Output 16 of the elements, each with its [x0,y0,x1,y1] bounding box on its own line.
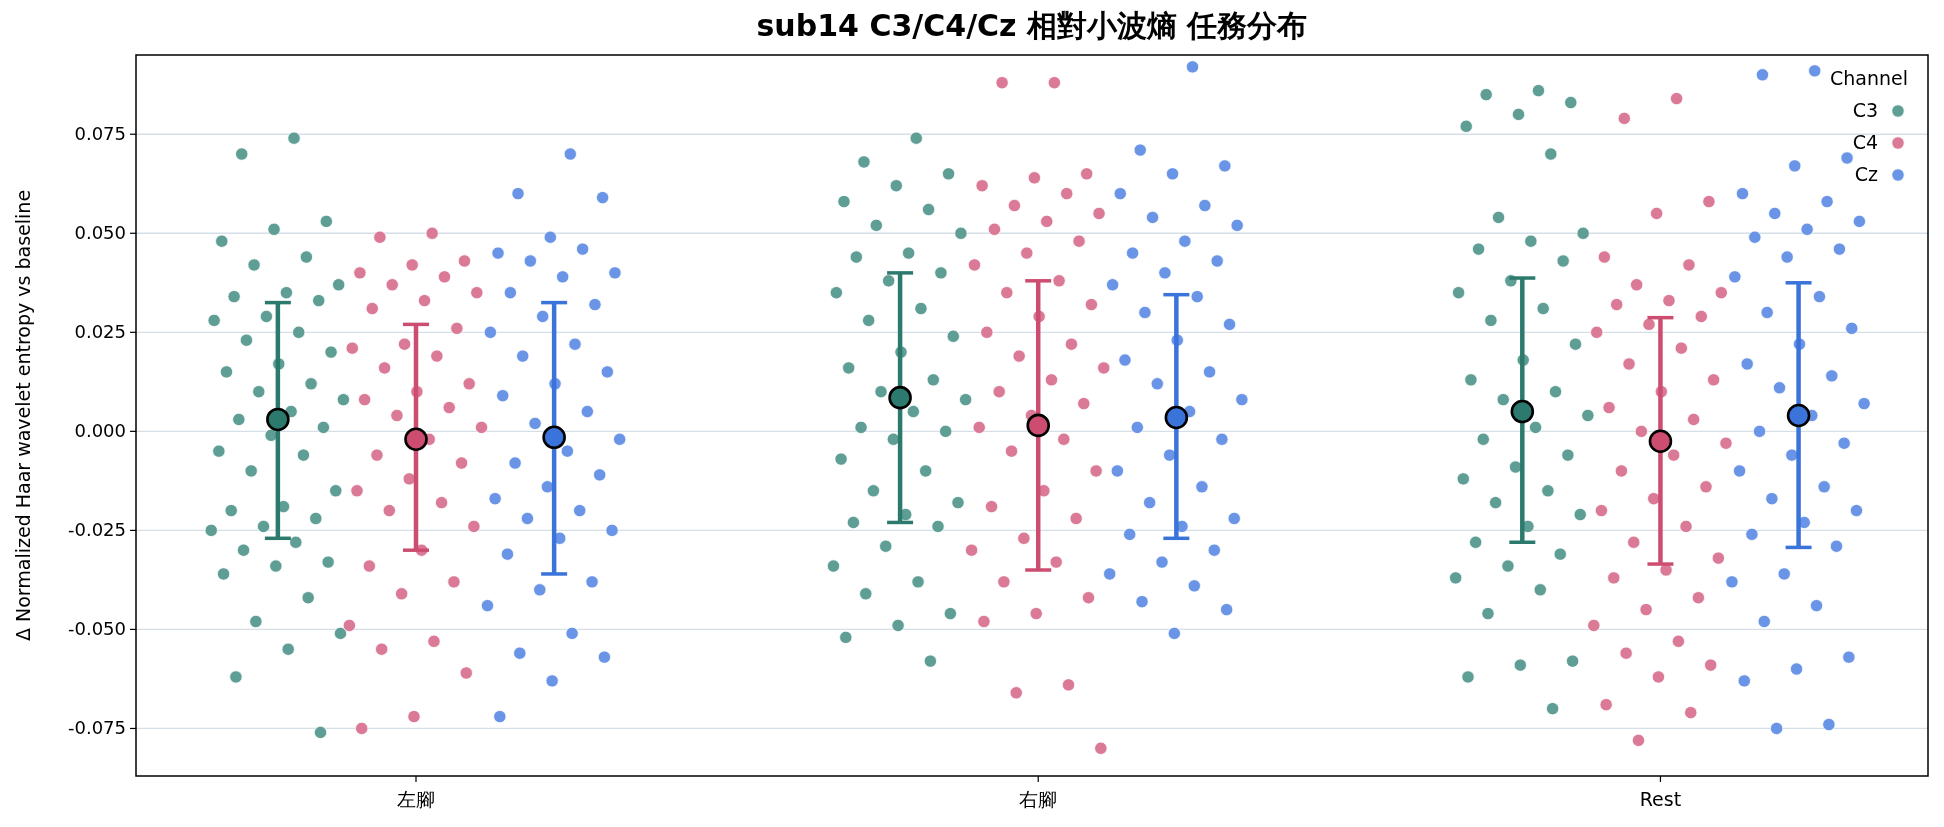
legend-label: Cz [1854,163,1879,185]
y-tick-label: 0.025 [74,321,126,343]
legend-title: Channel [1829,67,1908,89]
y-tick-label: 0.000 [74,420,126,442]
y-axis-title: Δ Normalized Haar wavelet entropy vs baseline [12,189,34,642]
y-tick-label: -0.075 [67,717,126,739]
chart-title: sub14 C3/C4/Cz 相對小波熵 任務分布 [756,8,1308,43]
y-tick-label: 0.075 [74,123,126,145]
legend-label: C4 [1852,131,1878,153]
x-tick-label: 左腳 [397,788,435,810]
y-tick-label: -0.050 [67,618,126,640]
y-tick-label: -0.025 [67,519,126,541]
y-tick-label: 0.050 [74,222,126,244]
x-tick-label: Rest [1639,788,1682,810]
legend-label: C3 [1852,99,1878,121]
x-tick-label: 右腳 [1019,788,1058,810]
